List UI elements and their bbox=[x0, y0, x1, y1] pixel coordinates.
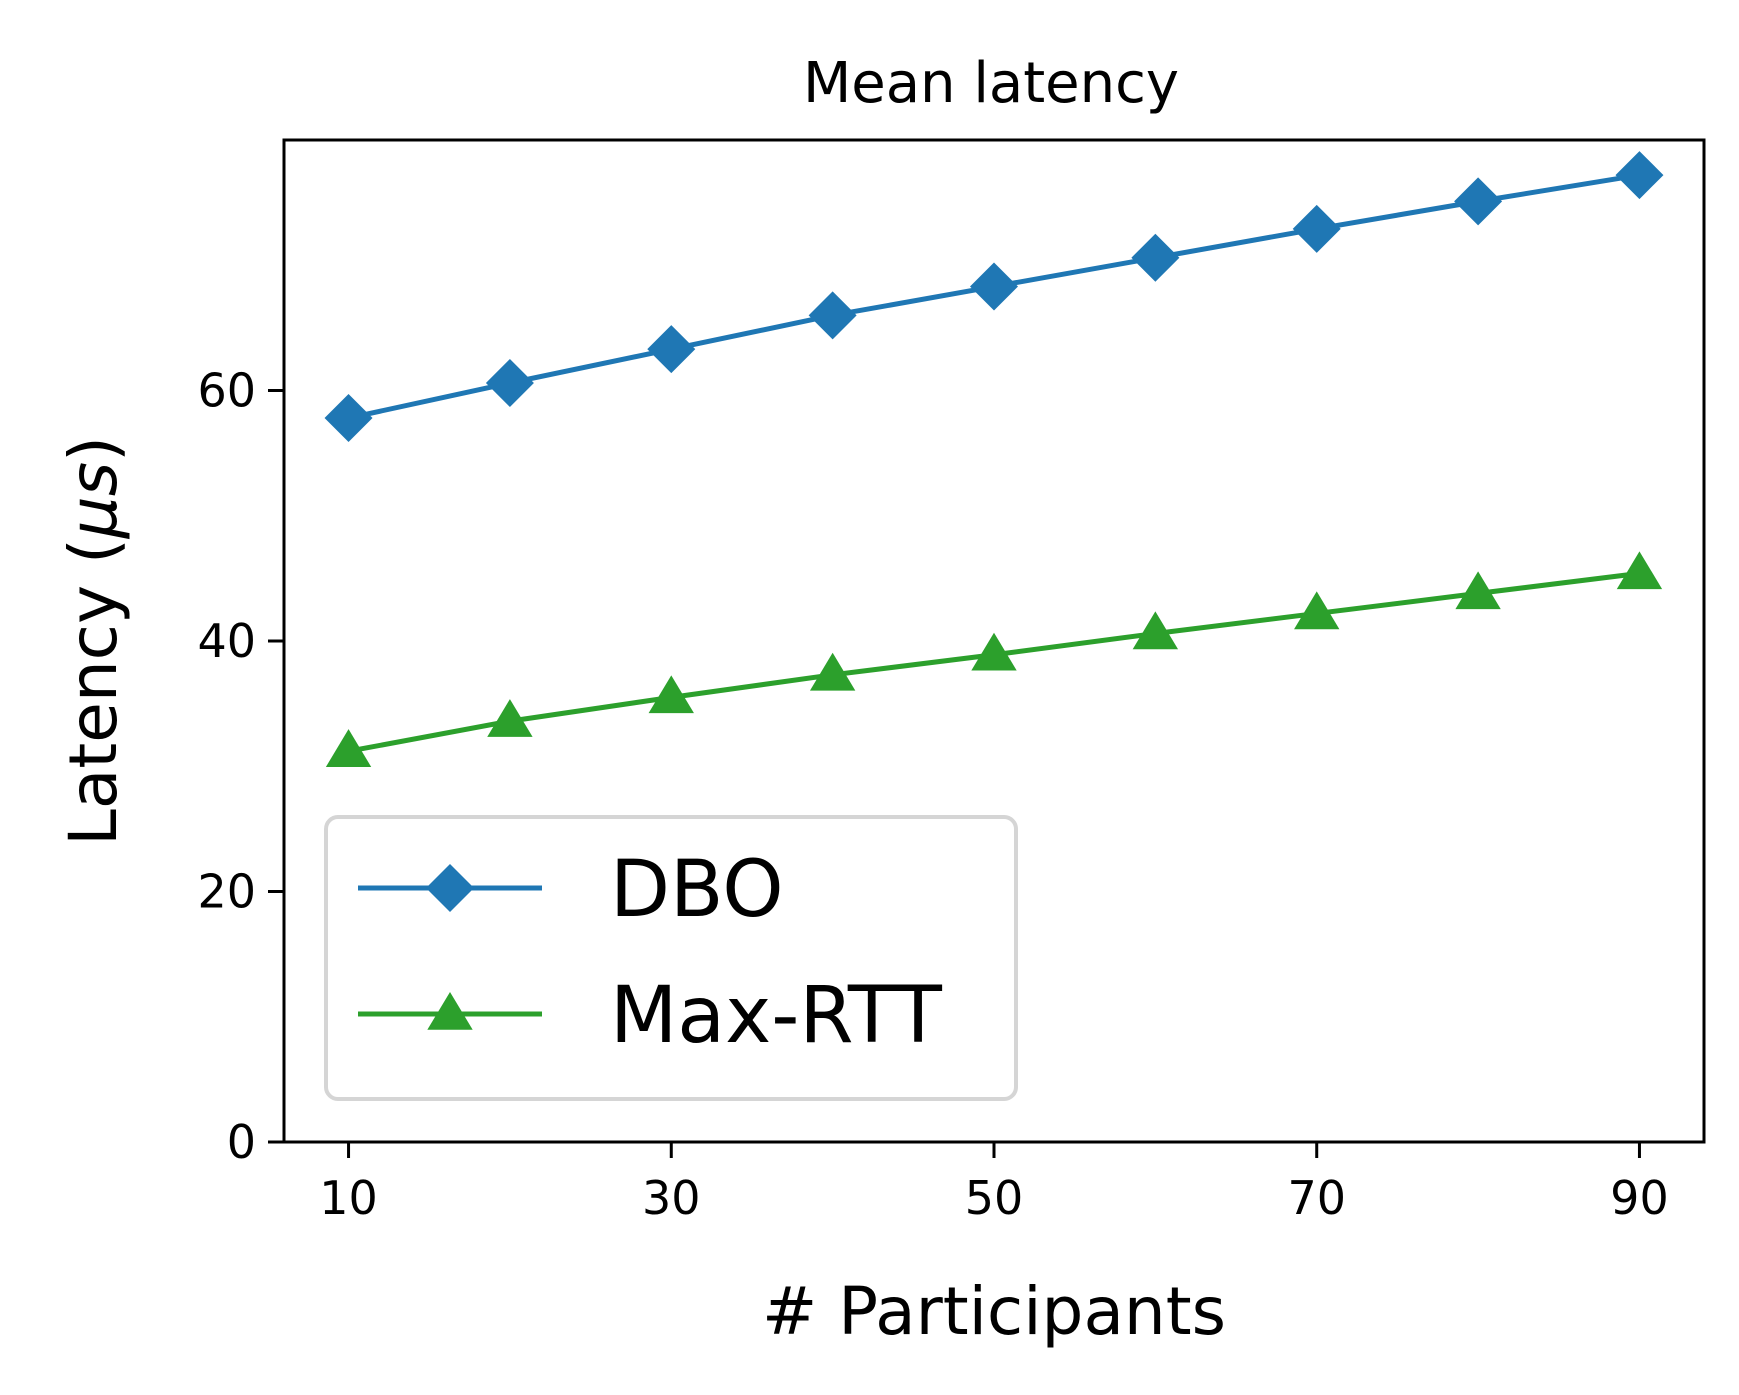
legend-swatch-marker bbox=[426, 864, 474, 912]
x-tick-label: 90 bbox=[1610, 1171, 1669, 1225]
legend: DBO Max-RTT bbox=[324, 815, 1018, 1101]
y-tick-label: 40 bbox=[197, 614, 256, 668]
data-point-dbo bbox=[647, 325, 696, 374]
data-point-dbo bbox=[1131, 233, 1180, 282]
data-point-max-rtt bbox=[809, 652, 856, 691]
data-point-max-rtt bbox=[1455, 571, 1501, 610]
y-tick-label: 20 bbox=[197, 865, 256, 919]
data-point-max-rtt bbox=[648, 675, 694, 714]
x-tick-label: 10 bbox=[319, 1171, 378, 1225]
legend-item-dbo: DBO bbox=[358, 845, 784, 935]
y-axis: 0 20 40 60 bbox=[197, 364, 284, 1169]
data-point-dbo bbox=[485, 358, 534, 407]
x-axis: 10 30 50 70 90 bbox=[319, 1142, 1669, 1225]
x-tick-label: 70 bbox=[1287, 1171, 1346, 1225]
data-point-dbo bbox=[1454, 177, 1503, 226]
y-tick-label: 60 bbox=[197, 364, 256, 418]
data-point-dbo bbox=[1615, 151, 1664, 200]
data-point-max-rtt bbox=[1616, 551, 1663, 590]
plot-area bbox=[324, 151, 1664, 767]
data-point-dbo bbox=[808, 291, 857, 340]
data-point-dbo bbox=[970, 262, 1018, 311]
series-max-rtt bbox=[325, 551, 1663, 767]
data-point-max-rtt bbox=[325, 729, 372, 767]
x-tick-label: 30 bbox=[642, 1171, 701, 1225]
data-point-max-rtt bbox=[1294, 591, 1340, 630]
chart-title: Mean latency bbox=[803, 51, 1179, 116]
y-axis-label: Latency (μs) bbox=[55, 436, 132, 846]
legend-item-max-rtt: Max-RTT bbox=[358, 971, 942, 1061]
legend-items: DBO Max-RTT bbox=[358, 845, 942, 1061]
data-point-dbo bbox=[324, 394, 373, 443]
data-point-dbo bbox=[1292, 204, 1341, 253]
x-tick-label: 50 bbox=[965, 1171, 1024, 1225]
data-point-max-rtt bbox=[971, 632, 1017, 671]
x-axis-label: # Participants bbox=[762, 1273, 1226, 1350]
y-axis-label-prefix: Latency ( bbox=[55, 538, 132, 846]
series-dbo bbox=[324, 151, 1664, 443]
legend-swatch-marker bbox=[427, 991, 473, 1030]
legend-label: Max-RTT bbox=[610, 971, 942, 1061]
y-axis-label-suffix: ) bbox=[55, 436, 132, 462]
y-axis-label-unit: μs bbox=[55, 462, 132, 539]
legend-label: DBO bbox=[610, 845, 784, 935]
data-point-max-rtt bbox=[487, 699, 533, 737]
data-point-max-rtt bbox=[1132, 611, 1179, 650]
y-tick-label: 0 bbox=[227, 1115, 256, 1169]
